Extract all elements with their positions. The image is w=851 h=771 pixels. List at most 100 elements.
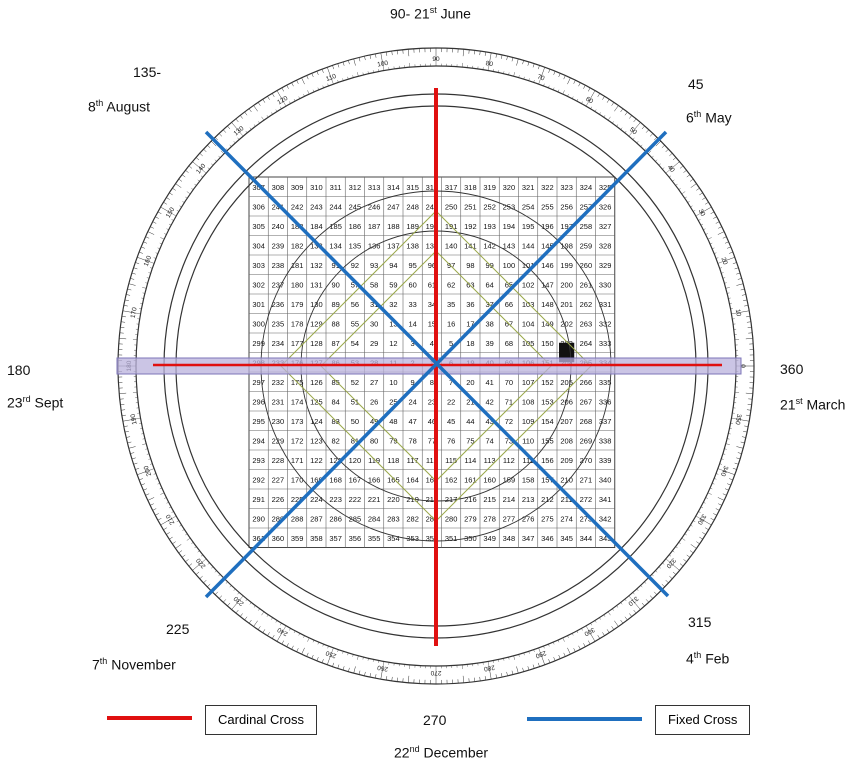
- grid-cell: 220: [387, 495, 400, 504]
- grid-cell: 190: [426, 222, 439, 231]
- scale-tick: [612, 608, 614, 611]
- scale-tick: [266, 614, 269, 617]
- scale-tick: [272, 635, 275, 639]
- scale-tick: [337, 63, 340, 68]
- grid-cell: 36: [466, 300, 474, 309]
- scale-tick: [479, 51, 481, 56]
- scale-tick: [172, 187, 176, 191]
- grid-cell: 215: [483, 495, 496, 504]
- scale-tick: [717, 231, 725, 235]
- grid-cell: 293: [252, 456, 265, 465]
- grid-cell: 142: [483, 241, 496, 250]
- scale-tick: [172, 541, 176, 545]
- scale-tick: [282, 625, 287, 633]
- scale-tick: [741, 436, 746, 438]
- scale-tick: [734, 462, 739, 465]
- scale-tick: [548, 659, 551, 663]
- scale-tick: [203, 148, 207, 153]
- scale-number: 80: [485, 60, 494, 68]
- scale-tick: [197, 550, 200, 553]
- scale-tick: [508, 657, 510, 660]
- scale-tick: [347, 76, 349, 80]
- scale-tick: [686, 174, 691, 178]
- scale-tick: [624, 616, 628, 621]
- grid-cell: 344: [580, 534, 593, 543]
- grid-cell: 72: [505, 417, 513, 426]
- scale-tick: [293, 98, 296, 102]
- grid-cell: 357: [329, 534, 342, 543]
- scale-tick: [537, 65, 540, 70]
- scale-tick: [311, 73, 314, 78]
- scale-tick: [737, 418, 750, 422]
- label-left-degree: 180: [7, 362, 31, 378]
- scale-tick: [698, 511, 701, 513]
- grid-cell: 22: [447, 397, 455, 406]
- scale-number: 330: [696, 513, 708, 526]
- scale-tick: [681, 537, 686, 541]
- scale-tick: [150, 463, 153, 465]
- scale-tick: [523, 652, 525, 656]
- scale-tick: [736, 272, 741, 275]
- scale-tick: [737, 452, 742, 454]
- scale-number: 70: [536, 73, 546, 82]
- scale-tick: [342, 61, 345, 66]
- scale-tick: [169, 515, 177, 520]
- grid-cell: 4: [430, 339, 434, 348]
- scale-tick: [321, 69, 324, 73]
- grid-cell: 332: [599, 319, 612, 328]
- grid-cell: 174: [291, 397, 304, 406]
- grid-cell: 217: [445, 495, 458, 504]
- grid-cell: 269: [580, 436, 593, 445]
- scale-tick: [662, 167, 665, 170]
- grid-cell: 221: [368, 495, 381, 504]
- scale-tick: [330, 77, 334, 85]
- scale-tick: [737, 278, 742, 280]
- grid-cell: 300: [252, 319, 265, 328]
- scale-tick: [616, 605, 619, 608]
- scale-tick: [127, 441, 132, 444]
- scale-tick: [612, 121, 614, 124]
- scale-tick: [484, 51, 486, 56]
- grid-cell: 324: [580, 183, 593, 192]
- grid-cell: 91: [331, 261, 339, 270]
- scale-tick: [322, 644, 324, 647]
- grid-cell: 268: [580, 417, 593, 426]
- scale-tick: [594, 109, 597, 112]
- scale-tick: [540, 653, 545, 665]
- scale-tick: [258, 608, 260, 611]
- scale-tick: [681, 191, 686, 195]
- scale-tick: [665, 148, 669, 153]
- scale-tick: [721, 272, 724, 274]
- scale-tick: [185, 559, 189, 562]
- scale-tick: [537, 662, 540, 667]
- scale-tick: [665, 558, 672, 564]
- grid-cell: 110: [522, 436, 534, 445]
- grid-cell: 199: [560, 261, 573, 270]
- scale-tick: [583, 643, 586, 647]
- grid-cell: 343: [599, 534, 612, 543]
- scale-tick: [207, 562, 210, 565]
- scale-tick: [567, 635, 569, 638]
- scale-tick: [693, 520, 696, 522]
- scale-tick: [364, 671, 366, 676]
- legend-fixed-label: Fixed Cross: [655, 705, 751, 735]
- scale-number: 10: [734, 309, 742, 318]
- scale-tick: [602, 96, 605, 100]
- scale-tick: [585, 625, 590, 633]
- scale-tick: [746, 409, 751, 411]
- grid-cell: 198: [560, 241, 573, 250]
- grid-cell: 155: [541, 436, 554, 445]
- scale-tick: [724, 448, 727, 450]
- scale-tick: [159, 242, 163, 245]
- grid-cell: 102: [522, 280, 535, 289]
- grid-cell: 184: [310, 222, 323, 231]
- scale-tick: [128, 283, 136, 286]
- scale-tick: [678, 542, 681, 544]
- scale-tick: [408, 675, 410, 683]
- grid-cell: 41: [485, 378, 493, 387]
- scale-tick: [740, 288, 745, 291]
- scale-tick: [171, 511, 174, 513]
- scale-tick: [640, 144, 643, 147]
- scale-tick: [367, 658, 369, 661]
- scale-tick: [186, 537, 191, 541]
